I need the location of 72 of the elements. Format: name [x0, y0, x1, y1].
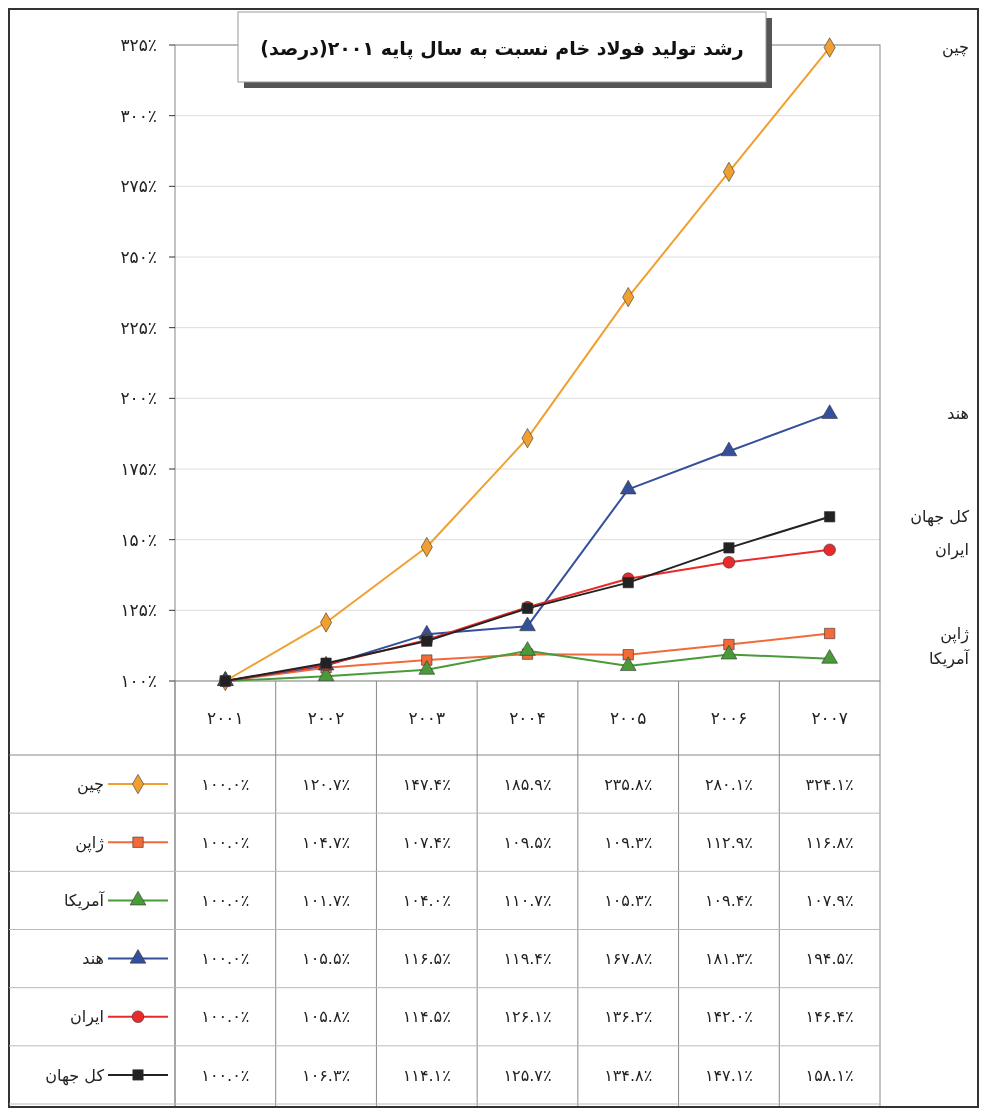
data-label: ۱۰۴.۰٪	[402, 891, 451, 911]
data-label: ۱۱۲.۹٪	[704, 832, 753, 852]
x-tick-label: ۲۰۰۱	[207, 707, 244, 728]
data-label: ۱۴۶.۴٪	[805, 1007, 854, 1027]
chart-title: رشد تولید فولاد خام نسبت به سال پایه ۲۰۰۱(درصد)	[260, 37, 744, 60]
data-label: ۱۱۴.۵٪	[402, 1007, 451, 1027]
x-tick-label: ۲۰۰۴	[509, 707, 546, 728]
legend-label: کل جهان	[45, 1065, 105, 1086]
y-tick-label: ۳۰۰٪	[120, 105, 157, 126]
data-label: ۱۱۶.۵٪	[402, 949, 451, 969]
x-tick-label: ۲۰۰۳	[408, 707, 446, 728]
text: هند	[947, 404, 969, 424]
legend-label: ژاپن	[75, 832, 105, 853]
y-tick-label: ۲۵۰٪	[120, 246, 157, 267]
data-label: ۳۲۴.۱٪	[805, 774, 854, 794]
data-label: ۱۰۰.۰٪	[201, 891, 250, 911]
y-tick-label: ۳۲۵٪	[120, 34, 157, 55]
data-label: ۱۰۰.۰٪	[201, 949, 250, 969]
text: کل جهان	[910, 507, 969, 527]
data-label: ۱۳۴.۸٪	[604, 1065, 653, 1085]
y-tick-label: ۲۷۵٪	[120, 176, 157, 197]
data-label: ۱۰۵.۸٪	[302, 1007, 351, 1027]
data-label: ۱۹۴.۵٪	[805, 949, 854, 969]
text: آمریکا	[928, 649, 969, 669]
data-label: ۱۴۲.۰٪	[704, 1007, 753, 1027]
data-label: ۱۶۷.۸٪	[604, 949, 653, 969]
data-label: ۱۲۵.۷٪	[503, 1065, 552, 1085]
y-tick-label: ۱۵۰٪	[120, 529, 157, 550]
legend-label: ایران	[70, 1007, 104, 1028]
text: ایران	[935, 540, 969, 560]
data-label: ۱۱۶.۸٪	[805, 832, 854, 852]
data-label: ۱۰۹.۳٪	[604, 832, 653, 852]
data-label: ۱۰۰.۰٪	[201, 1065, 250, 1085]
data-label: ۱۰۶.۳٪	[302, 1065, 351, 1085]
data-label: ۱۰۷.۴٪	[402, 832, 451, 852]
data-label: ۱۱۹.۴٪	[503, 949, 552, 969]
data-label: ۱۰۴.۷٪	[302, 832, 351, 852]
data-label: ۱۴۷.۴٪	[402, 774, 451, 794]
data-label: ۱۰۷.۹٪	[805, 891, 854, 911]
data-label: ۱۴۷.۱٪	[704, 1065, 753, 1085]
text: ژاپن	[940, 624, 969, 644]
legend-label: آمریکا	[63, 891, 106, 912]
legend-label: چین	[77, 774, 104, 795]
y-tick-label: ۱۷۵٪	[120, 458, 157, 479]
data-label: ۱۰۵.۳٪	[604, 891, 653, 911]
data-label: ۱۰۱.۷٪	[302, 891, 351, 911]
data-label: ۱۰۹.۴٪	[704, 891, 753, 911]
y-tick-label: ۲۲۵٪	[120, 317, 157, 338]
legend-label: هند	[82, 949, 104, 969]
data-label: ۲۳۵.۸٪	[604, 774, 653, 794]
data-label: ۱۱۴.۱٪	[402, 1065, 451, 1085]
x-tick-label: ۲۰۰۲	[307, 707, 345, 728]
data-label: ۱۰۰.۰٪	[201, 832, 250, 852]
data-label: ۱۸۵.۹٪	[503, 774, 552, 794]
y-tick-label: ۱۲۵٪	[120, 600, 157, 621]
data-label: ۱۱۰.۷٪	[503, 891, 552, 911]
data-label: ۱۳۶.۲٪	[604, 1007, 653, 1027]
data-label: ۱۵۸.۱٪	[805, 1065, 854, 1085]
data-label: ۱۰۰.۰٪	[201, 774, 250, 794]
text: چین	[942, 38, 969, 58]
data-label: ۱۲۰.۷٪	[302, 774, 351, 794]
data-label: ۱۰۹.۵٪	[503, 832, 552, 852]
y-tick-label: ۱۰۰٪	[120, 670, 157, 691]
y-tick-label: ۲۰۰٪	[120, 388, 157, 409]
data-label: ۱۸۱.۳٪	[704, 949, 753, 969]
data-label: ۱۲۶.۱٪	[503, 1007, 552, 1027]
x-tick-label: ۲۰۰۵	[609, 707, 647, 728]
data-label: ۱۰۵.۵٪	[302, 949, 351, 969]
data-label: ۲۸۰.۱٪	[704, 774, 753, 794]
x-tick-label: ۲۰۰۷	[811, 707, 848, 728]
x-tick-label: ۲۰۰۶	[710, 707, 748, 728]
data-label: ۱۰۰.۰٪	[201, 1007, 250, 1027]
